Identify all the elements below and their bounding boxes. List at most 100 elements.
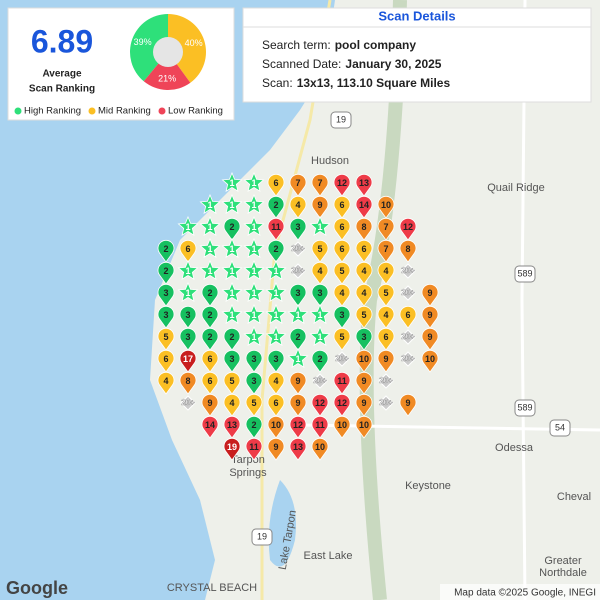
pin-label: 5 [163, 332, 168, 342]
rank-pin [223, 372, 241, 395]
pin-label: 13 [227, 420, 237, 430]
pin-label: 1 [229, 310, 234, 320]
pin-label: 1 [251, 244, 256, 254]
rank-star [243, 325, 265, 346]
pin-label: 20+ [313, 376, 327, 385]
pin-label: 6 [361, 244, 366, 254]
rank-star [265, 325, 287, 346]
pin-label: 1 [317, 222, 322, 232]
slice-label: 39% [134, 37, 152, 47]
rank-pin [157, 240, 175, 263]
rank-pin [267, 372, 285, 395]
rank-pin [399, 218, 417, 241]
rank-pin [311, 174, 329, 197]
detail-value: January 30, 2025 [345, 57, 441, 71]
rank-pin [223, 328, 241, 351]
pin-label: 6 [339, 200, 344, 210]
pin-label: 1 [207, 222, 212, 232]
pin-label: 5 [339, 266, 344, 276]
rank-pin [179, 350, 197, 373]
rank-pin [399, 240, 417, 263]
pin-label: 4 [383, 266, 388, 276]
rank-pin [157, 328, 175, 351]
pin-label: 2 [163, 244, 168, 254]
pin-label: 6 [339, 244, 344, 254]
rank-pin [333, 284, 351, 307]
rank-pin [157, 372, 175, 395]
rank-pin [245, 350, 263, 373]
pin-label: 12 [315, 398, 325, 408]
pin-label: 12 [293, 420, 303, 430]
pin-label: 20+ [379, 376, 393, 385]
rank-pin [289, 394, 307, 417]
pin-label: 1 [295, 310, 300, 320]
rank-pin [201, 306, 219, 329]
pin-label: 5 [361, 310, 366, 320]
pin-label: 14 [359, 200, 369, 210]
pin-label: 1 [185, 266, 190, 276]
pin-label: 5 [339, 332, 344, 342]
pin-label: 5 [317, 244, 322, 254]
rank-star [199, 259, 221, 280]
pin-label: 3 [185, 310, 190, 320]
pin-label: 2 [229, 332, 234, 342]
rank-pin [267, 438, 285, 461]
pin-label: 2 [163, 266, 168, 276]
pin-label: 6 [185, 244, 190, 254]
pin-label: 3 [185, 332, 190, 342]
rank-pin [355, 416, 373, 439]
place-label: CRYSTAL BEACH [167, 582, 257, 594]
rank-star [265, 303, 287, 324]
pin-label: 12 [337, 178, 347, 188]
rank-pin [311, 438, 329, 461]
rank-pin [179, 240, 197, 263]
details-title: Scan Details [378, 8, 455, 23]
pin-label: 2 [273, 244, 278, 254]
rank-pin [201, 284, 219, 307]
rank-pin [355, 350, 373, 373]
attribution-bg [440, 584, 600, 600]
pin-label: 3 [251, 354, 256, 364]
pin-label: 11 [271, 222, 281, 232]
rank-pin [355, 218, 373, 241]
place-label: Cheval [557, 491, 591, 503]
place-label: Odessa [495, 442, 534, 454]
pin-label: 1 [229, 178, 234, 188]
pin-label: 6 [339, 222, 344, 232]
pin-label: 8 [361, 222, 366, 232]
road-shield [514, 399, 536, 417]
rank-pin [311, 240, 329, 263]
pin-label: 1 [317, 310, 322, 320]
pin-label: 20+ [291, 266, 305, 275]
pin-label: 9 [273, 442, 278, 452]
rank-pin [421, 284, 439, 307]
pin-label: 8 [185, 376, 190, 386]
pin-label: 4 [383, 310, 388, 320]
pin-label: 6 [207, 376, 212, 386]
road-shield [514, 265, 536, 283]
pin-label: 4 [273, 376, 278, 386]
rank-pin [157, 262, 175, 285]
place-label: Hudson [311, 155, 349, 167]
pin-label: 1 [251, 310, 256, 320]
pin-label: 6 [207, 354, 212, 364]
pin-label: 9 [361, 398, 366, 408]
pin-label: 2 [251, 420, 256, 430]
pin-label: 5 [229, 376, 234, 386]
unranked-marker [400, 329, 416, 345]
road-shield [251, 528, 273, 546]
pin-label: 2 [207, 332, 212, 342]
pin-label: 3 [361, 332, 366, 342]
pin-label: 3 [163, 310, 168, 320]
pin-label: 20+ [335, 354, 349, 363]
unranked-marker [378, 373, 394, 389]
pin-label: 2 [207, 288, 212, 298]
pin-label: 9 [427, 310, 432, 320]
pin-label: 13 [293, 442, 303, 452]
pin-label: 5 [251, 398, 256, 408]
rank-pin [289, 372, 307, 395]
pin-label: 20+ [291, 244, 305, 253]
pin-label: 1 [207, 244, 212, 254]
pin-label: 3 [273, 354, 278, 364]
pin-label: 3 [229, 354, 234, 364]
